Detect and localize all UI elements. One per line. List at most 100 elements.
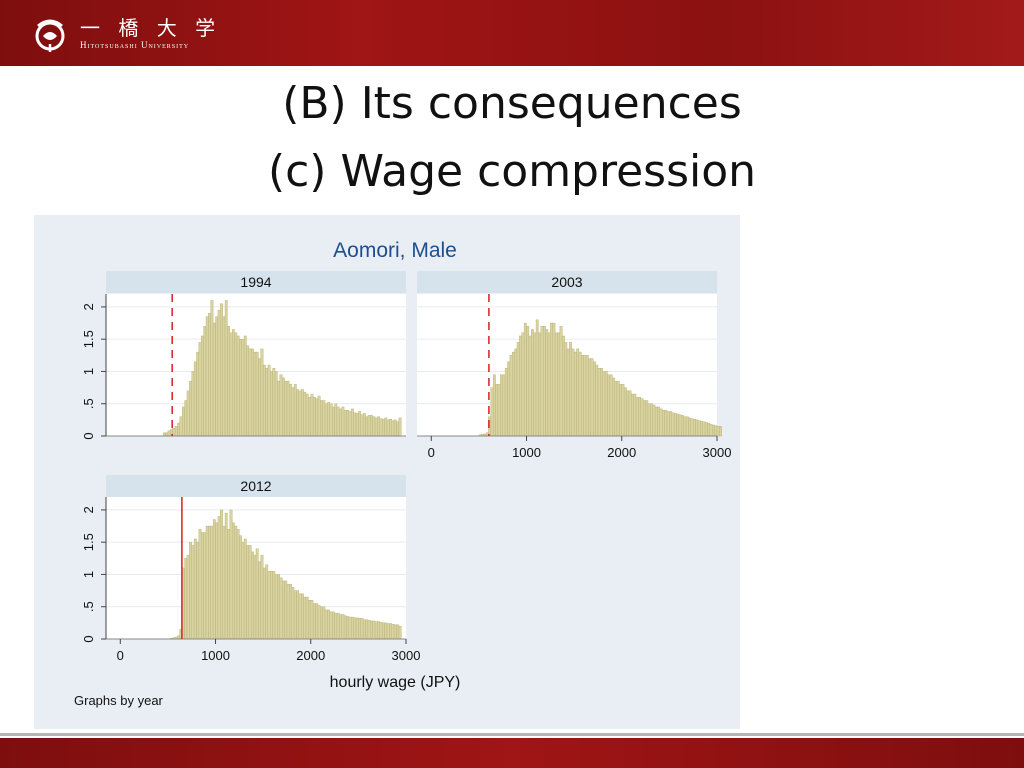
histogram-bar: [339, 614, 342, 640]
y-tick-label: 2: [81, 506, 96, 513]
histogram-bar: [272, 571, 276, 640]
histogram-bar: [621, 384, 625, 437]
histogram-bar: [258, 358, 261, 437]
histogram-bar: [208, 525, 211, 640]
histogram-bar: [360, 618, 364, 640]
histogram-bar: [581, 355, 584, 437]
histogram-bar: [573, 351, 577, 437]
histogram-bar: [258, 561, 261, 640]
histogram-bar: [398, 417, 402, 437]
panel-strip: [106, 475, 406, 497]
histogram-bar: [557, 332, 561, 437]
histogram-bar: [346, 409, 350, 437]
histogram-bar: [191, 545, 195, 640]
histogram-bar: [298, 593, 302, 640]
histogram-bar: [650, 403, 653, 437]
histogram-bar: [516, 342, 520, 437]
histogram-bar: [633, 393, 637, 437]
histogram-bar: [585, 355, 589, 437]
histogram-bar: [212, 519, 216, 640]
histogram-bar: [495, 384, 499, 437]
histogram-bar: [334, 612, 338, 640]
histogram-bar: [277, 380, 281, 437]
histogram-bar: [535, 319, 539, 437]
histogram-bar: [351, 616, 354, 640]
histogram-bar: [685, 416, 689, 437]
histogram-bar: [623, 387, 627, 437]
histogram-bar: [196, 541, 200, 640]
histogram-bar: [704, 422, 708, 437]
histogram-bar: [317, 605, 321, 640]
histogram-bar: [243, 538, 247, 640]
histogram-bar: [270, 371, 273, 437]
histogram-bar: [274, 371, 278, 437]
histogram-bar: [666, 411, 670, 437]
y-tick-label: 1.5: [81, 533, 96, 551]
y-tick-label: 0: [81, 432, 96, 439]
histogram-bar: [243, 335, 247, 437]
histogram-bar: [339, 408, 342, 437]
histogram-bar: [198, 529, 202, 640]
histogram-bar: [215, 522, 219, 640]
histogram-bar: [227, 326, 231, 437]
histogram-bar: [322, 606, 326, 640]
histogram-bar: [248, 348, 252, 437]
histogram-bar: [381, 419, 385, 437]
histogram-bar: [396, 421, 400, 437]
histogram-bar: [289, 583, 292, 640]
histogram-bar: [327, 609, 331, 640]
histogram-bar: [583, 355, 587, 437]
histogram-bar: [552, 322, 556, 437]
histogram-bar: [716, 426, 720, 437]
histogram-bar: [181, 406, 185, 437]
histogram-bar: [317, 395, 321, 437]
histogram-bar: [229, 509, 233, 640]
histogram-bar: [291, 587, 295, 640]
histogram-bar: [566, 348, 570, 437]
histogram-bar: [384, 417, 388, 437]
histogram-bar: [619, 384, 622, 437]
histogram-bar: [284, 580, 288, 640]
histogram-bar: [673, 413, 677, 437]
histogram-bar: [341, 614, 345, 640]
histogram-bar: [664, 409, 668, 437]
histogram-bar: [210, 525, 214, 640]
histogram-bar: [336, 612, 340, 640]
x-axis-label: hourly wage (JPY): [330, 674, 461, 691]
histogram-bar: [265, 564, 269, 640]
histogram-bar: [528, 335, 532, 437]
footer-bar: [0, 738, 1024, 768]
histogram-bar: [365, 416, 369, 437]
histogram-bar: [227, 529, 231, 640]
histogram-bar: [367, 415, 371, 437]
histogram-bar: [374, 417, 378, 437]
histogram-bar: [391, 623, 395, 640]
histogram-bar: [377, 416, 381, 437]
histogram-bar: [222, 525, 226, 640]
histogram-bar: [669, 411, 672, 437]
histogram-bar: [236, 335, 240, 437]
histogram-bar: [329, 611, 333, 640]
histogram-bar: [612, 377, 615, 437]
histogram-bar: [391, 420, 395, 437]
histogram-bar: [628, 390, 632, 437]
x-tick-label: 3000: [703, 445, 732, 460]
histogram-bar: [234, 525, 238, 640]
histogram-bar: [490, 387, 494, 437]
histogram-bar: [212, 322, 216, 437]
histogram-bar: [303, 391, 307, 437]
histogram-bar: [512, 351, 515, 437]
histogram-bar: [320, 400, 323, 437]
panel-label: 2003: [551, 274, 582, 290]
histogram-bar: [367, 620, 371, 640]
histogram-bar: [365, 619, 369, 640]
histogram-bar: [569, 342, 572, 437]
x-tick-label: 0: [428, 445, 435, 460]
histogram-bar: [196, 351, 200, 437]
histogram-bar: [189, 541, 192, 640]
x-tick-label: 0: [117, 648, 124, 663]
histogram-bar: [260, 554, 264, 640]
histogram-bar: [614, 380, 618, 437]
histogram-bar: [324, 403, 328, 437]
histogram-bar: [700, 420, 703, 437]
